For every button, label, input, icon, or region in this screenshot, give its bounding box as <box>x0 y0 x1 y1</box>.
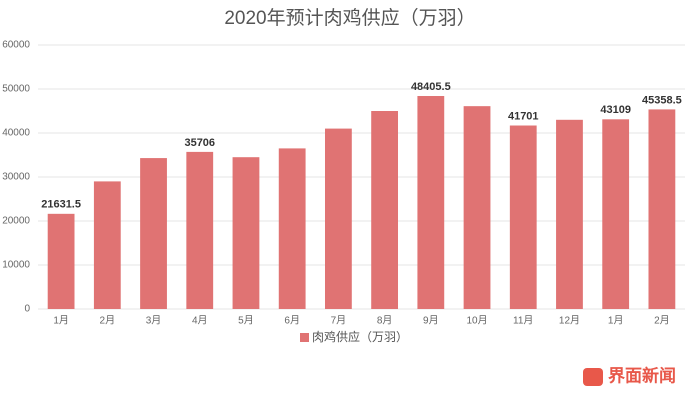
bar <box>417 96 445 309</box>
chart-title: 2020年预计肉鸡供应（万羽） <box>224 7 475 29</box>
bar <box>509 125 537 310</box>
bar <box>140 158 167 309</box>
x-tick-label: 9月 <box>423 315 439 327</box>
data-label: 43109 <box>600 104 631 116</box>
data-label: 35706 <box>184 137 215 149</box>
y-tick-label: 20000 <box>2 216 30 227</box>
data-label: 21631.5 <box>41 199 81 211</box>
watermark-icon <box>583 368 603 386</box>
bar <box>556 119 583 309</box>
y-tick-label: 60000 <box>2 40 30 51</box>
bar <box>186 151 214 309</box>
x-tick-label: 12月 <box>559 315 580 327</box>
y-tick-label: 30000 <box>2 172 30 183</box>
x-tick-label: 3月 <box>146 315 162 327</box>
data-label: 45358.5 <box>642 94 682 106</box>
x-tick-label: 7月 <box>331 315 347 327</box>
bar <box>93 181 121 309</box>
bar <box>232 157 260 309</box>
y-tick-label: 50000 <box>2 84 30 95</box>
y-tick-label: 40000 <box>2 128 30 139</box>
x-tick-label: 5月 <box>238 315 254 327</box>
bar <box>47 213 75 309</box>
x-tick-label: 2月 <box>100 315 116 327</box>
bar <box>648 109 676 309</box>
x-tick-label: 10月 <box>466 315 487 327</box>
bar <box>371 111 399 309</box>
y-tick-label: 0 <box>24 304 30 315</box>
legend-swatch <box>300 333 309 342</box>
x-tick-label: 11月 <box>513 315 533 327</box>
x-tick-label: 1月 <box>53 315 69 327</box>
x-tick-label: 6月 <box>284 315 300 327</box>
x-tick-label: 2月 <box>654 315 670 327</box>
x-tick-label: 1月 <box>608 315 624 327</box>
bar <box>463 106 491 309</box>
x-tick-label: 4月 <box>192 315 208 327</box>
bar <box>602 119 630 309</box>
data-label: 48405.5 <box>411 81 451 93</box>
data-label: 41701 <box>508 110 539 122</box>
legend-label: 肉鸡供应（万羽） <box>312 329 408 344</box>
watermark: 界面新闻 <box>608 365 676 385</box>
x-tick-label: 8月 <box>377 315 393 327</box>
y-tick-label: 10000 <box>2 260 30 271</box>
bar <box>278 148 306 309</box>
bar <box>324 128 352 309</box>
